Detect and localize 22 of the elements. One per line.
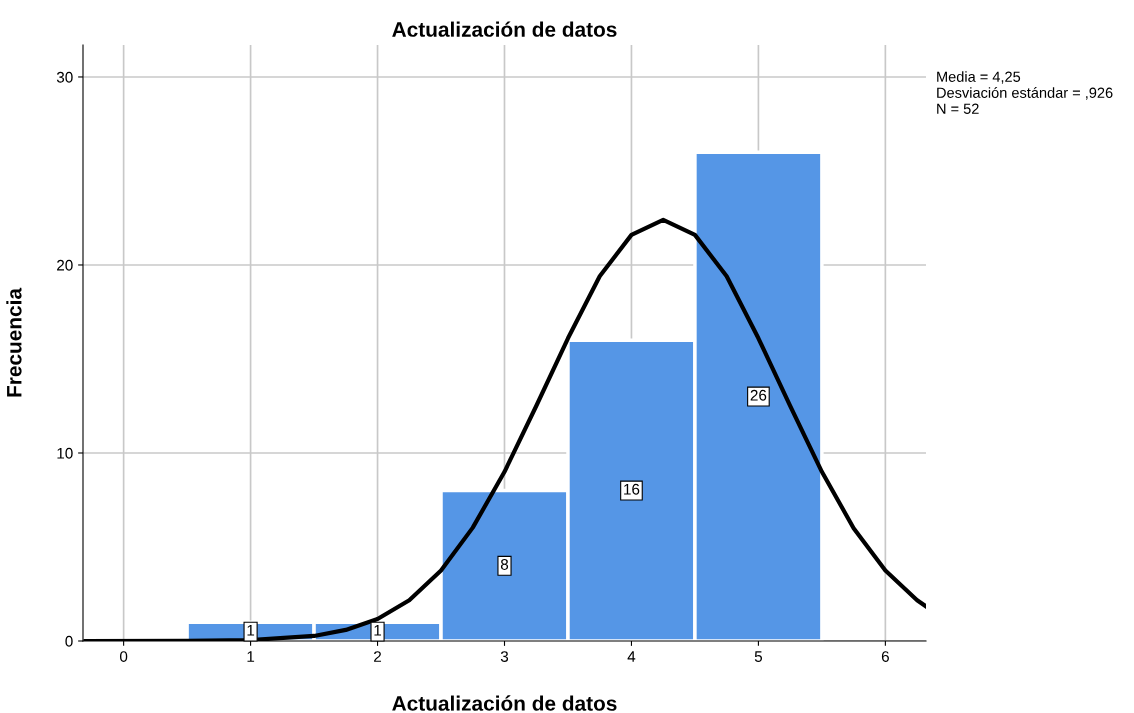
text: N = 52 xyxy=(937,103,979,114)
x-axis-title: Actualización de datos xyxy=(392,695,617,711)
x-tick-label: 6 xyxy=(881,651,889,662)
data-label: 16 xyxy=(624,483,640,495)
text: Media = 4,25 xyxy=(937,71,1021,84)
y-tick-label: 0 xyxy=(65,635,73,647)
x-tick-label: 5 xyxy=(754,651,763,662)
data-label: 1 xyxy=(247,625,255,636)
data-label: 1 xyxy=(374,625,382,636)
y-tick-label: 30 xyxy=(56,71,73,83)
x-tick-label: 3 xyxy=(500,651,509,662)
data-label: 26 xyxy=(750,389,767,401)
text: Desviación estándar = ,926 xyxy=(937,87,1113,100)
x-tick-label: 1 xyxy=(247,651,255,662)
x-tick-label: 0 xyxy=(119,651,128,662)
x-tick-label: 4 xyxy=(627,651,636,662)
y-tick-label: 10 xyxy=(57,447,73,459)
chart-title: Actualización de datos xyxy=(392,21,617,37)
data-label: 8 xyxy=(500,559,509,570)
x-tick-label: 2 xyxy=(374,651,382,662)
y-axis-title: Frecuencia xyxy=(6,287,22,397)
y-tick-label: 20 xyxy=(57,259,73,271)
